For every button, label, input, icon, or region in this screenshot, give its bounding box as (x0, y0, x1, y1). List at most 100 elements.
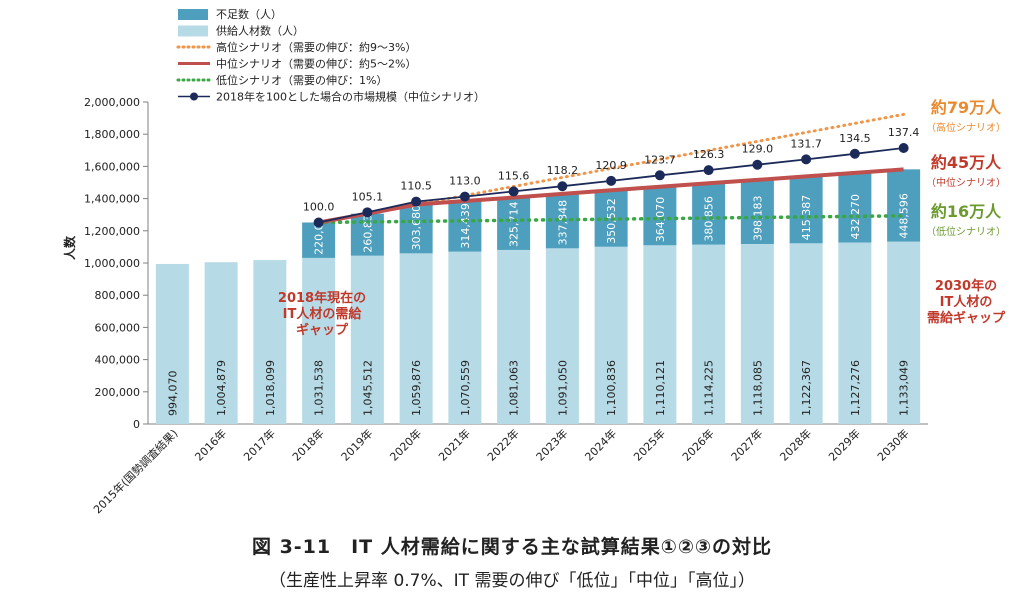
market-size-point (606, 175, 617, 186)
market-size-label: 126.3 (693, 148, 725, 161)
bar-supply-label: 1,122,367 (800, 360, 813, 416)
bar-supply-label: 1,110,121 (654, 360, 667, 416)
x-tick-label: 2021年 (436, 426, 473, 463)
annotation-gap-2018: IT人材の需給 (283, 306, 363, 322)
bar-supply (789, 243, 823, 424)
bar-supply-label: 1,127,276 (849, 360, 862, 416)
bar-supply-label: 1,114,225 (703, 360, 716, 416)
bar-shortage-label: 314,439 (459, 203, 472, 249)
annotation-gap-2018: ギャップ (296, 322, 349, 338)
bar-supply-label: 1,118,085 (751, 360, 764, 416)
bar-supply (838, 242, 872, 424)
y-tick-label: 1,800,000 (84, 128, 140, 141)
bar-supply (302, 257, 336, 424)
x-tick-label: 2024年 (582, 426, 619, 463)
market-size-label: 131.7 (790, 137, 822, 150)
annotation-gap-2030: IT人材の (940, 294, 993, 310)
y-tick-label: 0 (133, 418, 140, 431)
bar-supply-label: 1,004,879 (215, 360, 228, 416)
bar-supply (643, 245, 677, 424)
x-tick-label: 2029年 (826, 426, 863, 463)
market-size-label: 134.5 (839, 132, 871, 145)
y-tick-label: 200,000 (95, 386, 141, 399)
market-size-point (459, 191, 470, 202)
y-tick-label: 2,000,000 (84, 96, 140, 109)
bar-shortage-label: 220,000 (313, 209, 326, 255)
market-size-point (654, 170, 665, 181)
bar-supply-label: 1,018,099 (264, 360, 277, 416)
bar-shortage (692, 183, 726, 245)
bar-shortage (448, 201, 482, 252)
bar-supply-label: 1,070,559 (459, 360, 472, 416)
bar-shortage (497, 197, 531, 250)
bar-shortage-label: 448,596 (898, 193, 911, 239)
annotation-gap-2030: 2030年の (935, 278, 997, 294)
low-scenario-line (316, 214, 906, 225)
bar-shortage-label: 260,835 (361, 207, 374, 253)
bar-shortage-label: 303,680 (410, 205, 423, 251)
x-tick-label: 2016年 (192, 426, 229, 463)
y-tick-label: 1,400,000 (84, 193, 140, 206)
legend-label: 高位シナリオ（需要の伸び：約9～3%） (216, 40, 416, 54)
bar-shortage (399, 204, 433, 254)
bar-supply (545, 248, 579, 424)
market-size-label: 129.0 (742, 143, 774, 156)
market-size-label: 110.5 (400, 180, 432, 193)
legend-swatch (178, 25, 208, 37)
market-size-label: 115.6 (498, 169, 530, 182)
legend-label: 中位シナリオ（需要の伸び：約5～2%） (216, 57, 416, 71)
x-tick-label: 2027年 (728, 426, 765, 463)
bar-supply-label: 1,091,050 (556, 360, 569, 416)
bar-shortage (302, 222, 336, 258)
x-tick-label: 2015年(国勢調査結果) (90, 426, 180, 516)
y-axis-label: 人数 (62, 235, 77, 260)
bar-shortage (789, 176, 823, 244)
market-size-label: 118.2 (547, 164, 579, 177)
x-tick-label: 2026年 (679, 426, 716, 463)
x-tick-label: 2025年 (631, 426, 668, 463)
bar-shortage-label: 337,848 (556, 200, 569, 246)
bar-supply-label: 1,059,876 (410, 360, 423, 416)
market-size-label: 123.7 (644, 153, 676, 166)
market-size-label: 105.1 (352, 190, 384, 203)
figure-caption-title: 図 3-11 IT 人材需給に関する主な試算結果①②③の対比 (251, 536, 773, 558)
x-tick-label: 2019年 (338, 426, 375, 463)
y-tick-label: 600,000 (95, 321, 141, 334)
annotation-gap-2030: 需給ギャップ (927, 310, 1006, 326)
market-size-point (849, 148, 860, 159)
legend-label: 不足数（人） (216, 8, 282, 21)
bar-supply (253, 260, 287, 424)
bar-supply-label: 1,081,063 (508, 360, 521, 416)
x-tick-label: 2017年 (241, 426, 278, 463)
bar-supply (594, 246, 628, 424)
annotation-high-value: 約79万人 (931, 98, 1002, 117)
legend-swatch-marker (190, 92, 198, 101)
bar-supply-label: 1,100,836 (605, 360, 618, 416)
bar-supply (204, 262, 238, 424)
y-tick-label: 800,000 (95, 289, 141, 302)
annotation-mid-value: 約45万人 (931, 153, 1002, 172)
x-tick-label: 2022年 (484, 426, 521, 463)
annotation-low-value: 約16万人 (931, 202, 1002, 221)
x-tick-label: 2028年 (777, 426, 814, 463)
bar-shortage (887, 169, 921, 242)
market-size-label: 120.9 (595, 159, 627, 172)
bar-supply (350, 255, 384, 424)
bar-shortage (643, 186, 677, 246)
y-tick-label: 1,200,000 (84, 225, 140, 238)
y-tick-label: 1,600,000 (84, 160, 140, 173)
market-size-label: 100.0 (303, 201, 335, 214)
annotation-low-note: （低位シナリオ） (926, 225, 1006, 238)
bar-shortage-label: 325,714 (508, 201, 521, 247)
market-size-point (508, 186, 519, 197)
legend-label: 低位シナリオ（需要の伸び：1%） (216, 73, 387, 87)
market-size-label: 113.0 (449, 175, 481, 188)
market-size-point (313, 217, 324, 228)
bar-supply (448, 251, 482, 424)
legend-label: 2018年を100とした場合の市場規模（中位シナリオ） (216, 90, 485, 104)
x-tick-label: 2030年 (874, 426, 911, 463)
y-tick-label: 1,000,000 (84, 257, 140, 270)
market-size-point (752, 159, 763, 170)
y-tick-label: 400,000 (95, 354, 141, 367)
bar-supply (497, 249, 531, 424)
